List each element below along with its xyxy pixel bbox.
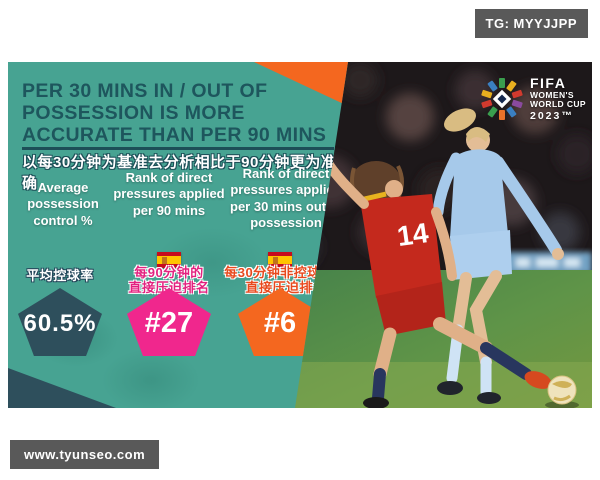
zh-line: 平均控球率: [26, 268, 94, 283]
match-photo: 14: [290, 62, 592, 408]
title-line-3: ACCURATE THAN PER 90 MINS: [22, 124, 327, 146]
subtitle-chinese: 以每30分钟为基准去分析相比于90分钟更为准确: [22, 154, 337, 192]
stat-pentagon-pressures-90: #27: [127, 288, 211, 356]
fifa-logo-line2: WOMEN'S: [529, 90, 574, 101]
stat-pentagon-possession: 60.5%: [18, 288, 102, 356]
ponytail: [444, 108, 476, 132]
fifa-wwc-logo-text: FIFA WOMEN'S WORLD CUP 2023™: [529, 75, 586, 122]
stat-label-zh-pressures-90: 每90分钟的 直接压迫排名: [106, 266, 232, 296]
spain-flag-icon: [157, 252, 181, 268]
jersey-number: 14: [395, 217, 431, 252]
spain-flag-icon: [268, 252, 292, 268]
stat-value: #6: [263, 307, 297, 339]
stat-label-zh-possession: 平均控球率: [12, 269, 108, 284]
zh-line: 直接压迫排名: [245, 279, 327, 295]
ad-board: [505, 252, 592, 274]
telegram-watermark-badge: TG: MYYJJPP: [474, 9, 588, 38]
stat-heading-pressures-30: Rank of direct pressures applied per 30 …: [230, 166, 342, 230]
fifa-wwc-emblem-icon: [481, 78, 523, 120]
fifa-logo-line4: 2023™: [529, 109, 574, 122]
title-divider: [22, 147, 334, 150]
title-line-2: POSSESSION IS MORE: [22, 102, 245, 124]
zh-line: 直接压迫排名: [128, 279, 210, 295]
dark-corner-accent: [8, 368, 116, 408]
england-player: [432, 108, 564, 404]
panel-title: PER 30 MINS IN / OUT OF POSSESSION IS MO…: [22, 80, 348, 146]
stat-heading-possession: Average possession control %: [27, 180, 99, 228]
website-watermark-badge: www.tyunseo.com: [10, 440, 160, 469]
match-photo-scene: 14: [290, 62, 592, 408]
fifa-wwc-logo: FIFA WOMEN'S WORLD CUP 2023™: [479, 75, 586, 122]
zh-line: 每90分钟的: [134, 265, 204, 280]
stat-value: #27: [144, 307, 194, 339]
fifa-logo-line1: FIFA: [529, 75, 567, 92]
stat-heading-pressures-90: Rank of direct pressures applied per 90 …: [113, 170, 225, 218]
stat-value: 60.5%: [23, 309, 97, 337]
spain-player: 14: [321, 155, 552, 408]
ball: [545, 375, 579, 408]
fifa-logo-line3: WORLD CUP: [529, 99, 586, 110]
title-line-1: PER 30 MINS IN / OUT OF: [22, 80, 268, 102]
stats-panel: PER 30 MINS IN / OUT OF POSSESSION IS MO…: [8, 62, 348, 408]
